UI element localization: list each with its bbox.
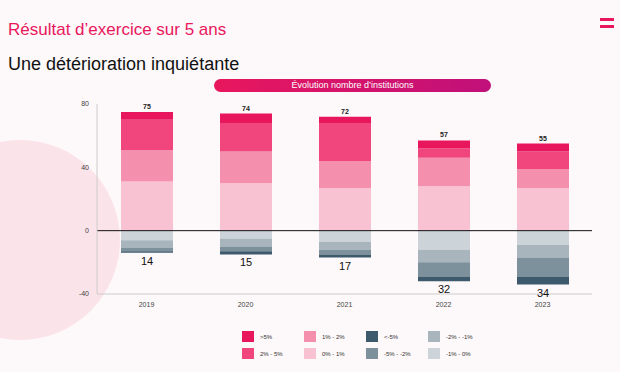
svg-text:2023: 2023 (535, 301, 551, 308)
svg-text:2022: 2022 (436, 301, 452, 308)
svg-text:72: 72 (341, 108, 349, 115)
svg-text:40: 40 (81, 164, 89, 171)
html-text:2% - 5%: 2% - 5% (260, 350, 283, 357)
svg-text:2019: 2019 (139, 301, 155, 308)
svg-text:75: 75 (143, 103, 151, 110)
svg-text:-40: -40 (79, 290, 89, 297)
svg-text:55: 55 (539, 135, 547, 142)
svg-text:15: 15 (240, 256, 252, 268)
svg-text:2020: 2020 (238, 301, 254, 308)
svg-text:2021: 2021 (337, 301, 353, 308)
html-text:<-5%: <-5% (384, 333, 399, 340)
html-text:-2% - -1%: -2% - -1% (446, 333, 473, 340)
svg-text:32: 32 (438, 283, 450, 295)
svg-text:57: 57 (440, 131, 448, 138)
html-text:Une détérioration inquiétante: Une détérioration inquiétante (8, 54, 240, 74)
svg-text:17: 17 (339, 260, 351, 272)
svg-text:74: 74 (242, 105, 250, 112)
html-text:>5%: >5% (260, 333, 273, 340)
svg-text:34: 34 (537, 287, 549, 299)
svg-text:0: 0 (85, 227, 89, 234)
html-text:-1% - 0%: -1% - 0% (446, 350, 471, 357)
html-text:1% - 2%: 1% - 2% (322, 333, 345, 340)
svg-text:80: 80 (81, 100, 89, 107)
svg-text:14: 14 (141, 255, 153, 267)
html-text:-5% - -2%: -5% - -2% (384, 350, 411, 357)
html-text:Résultat d’exercice sur 5 ans: Résultat d’exercice sur 5 ans (8, 20, 227, 39)
html-text:0% - 1%: 0% - 1% (322, 350, 345, 357)
html-text:Évolution nombre d’institution: Évolution nombre d’institutions (291, 80, 414, 90)
